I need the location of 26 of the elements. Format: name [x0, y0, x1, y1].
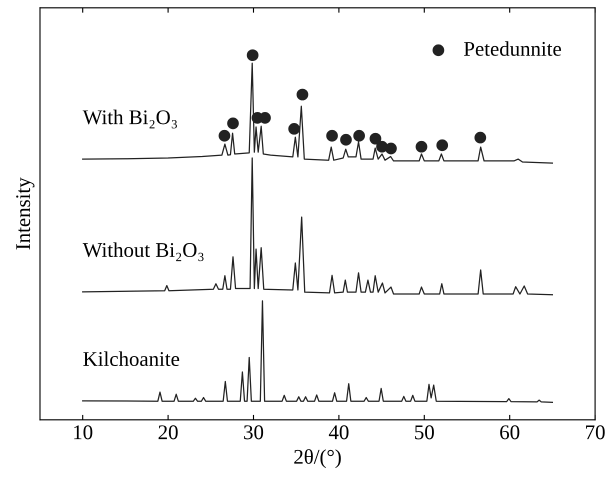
point: [416, 140, 428, 153]
point: [246, 49, 258, 62]
x-tick-label: 10: [74, 425, 92, 440]
series-label: Kilchoanite: [83, 351, 180, 366]
point: [353, 130, 365, 142]
point: [474, 132, 486, 144]
point: [340, 134, 352, 146]
x-tick-label: 70: [586, 425, 605, 440]
point: [326, 130, 338, 142]
series-label: Without Bi₂O₃: [82, 242, 204, 262]
point: [218, 130, 230, 142]
point: [296, 88, 308, 100]
x-tick-label: 50: [415, 425, 434, 440]
y-axis-title: Intensity: [16, 177, 34, 250]
series-label: With Bi₂O₃: [82, 110, 177, 128]
point: [436, 139, 448, 152]
point: [227, 118, 239, 130]
point: [288, 122, 300, 135]
point: [370, 132, 382, 145]
x-tick-label: 30: [244, 425, 264, 440]
legend-label: Petedunnite: [464, 41, 562, 56]
x-tick-label: 40: [328, 425, 349, 440]
x-tick-label: 20: [158, 425, 178, 440]
x-tick-label: 60: [500, 425, 520, 440]
point: [385, 142, 397, 154]
x-axis-title: 2θ/(°): [294, 449, 341, 468]
